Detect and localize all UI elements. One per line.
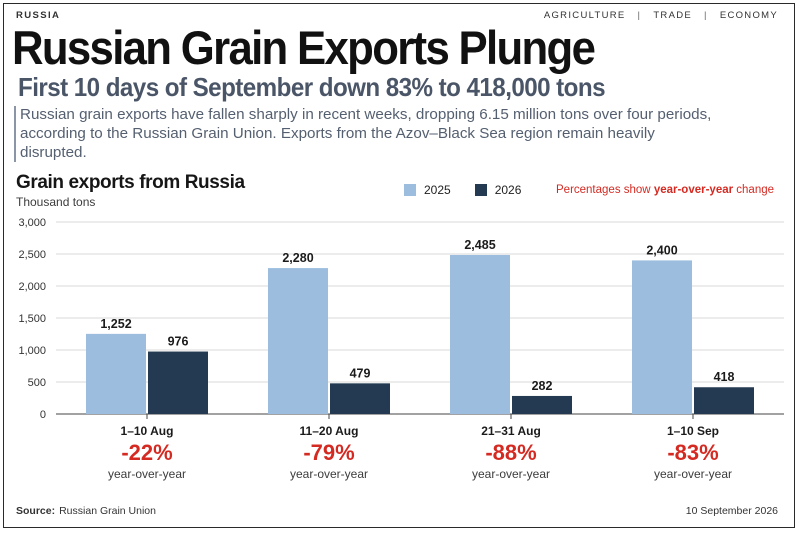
yoy-change-value: -22% xyxy=(121,440,172,465)
bar-2025 xyxy=(632,260,692,414)
yoy-change-value: -88% xyxy=(485,440,536,465)
lede-accent-bar xyxy=(14,106,16,162)
headline: Russian Grain Exports Plunge xyxy=(12,21,596,74)
nav-item-trade[interactable]: TRADE xyxy=(653,10,693,21)
y-tick-label: 2,500 xyxy=(18,249,46,261)
chart-title: Grain exports from Russia xyxy=(16,172,245,193)
source-label: Source: xyxy=(16,505,56,517)
bar-2025 xyxy=(86,333,146,414)
bar-2026 xyxy=(694,387,754,414)
y-tick-label: 1,000 xyxy=(18,345,46,357)
y-tick-label: 2,000 xyxy=(18,281,46,293)
lede-paragraph: Russian grain exports have fallen sharpl… xyxy=(20,106,712,161)
y-tick-label: 1,500 xyxy=(18,313,46,325)
top-nav: AGRICULTURE | TRADE | ECONOMY xyxy=(544,10,778,21)
data-label-2026: 418 xyxy=(714,370,735,384)
chart-unit-label: Thousand tons xyxy=(16,195,96,209)
yoy-change-caption: year-over-year xyxy=(290,467,368,481)
data-label-2025: 2,485 xyxy=(464,238,495,252)
legend-item-2025: 2025 xyxy=(404,183,451,197)
x-category-label: 11–20 Aug xyxy=(300,424,359,438)
data-label-2025: 1,252 xyxy=(100,317,131,331)
x-category-label: 1–10 Sep xyxy=(667,424,719,438)
section-kicker: RUSSIA xyxy=(16,10,61,21)
data-label-2026: 976 xyxy=(168,335,189,349)
data-label-2026: 282 xyxy=(532,379,553,393)
yoy-change-value: -83% xyxy=(667,440,718,465)
legend-item-2026: 2026 xyxy=(474,183,522,197)
note-emphasis: year-over-year xyxy=(653,184,734,196)
data-label-2025: 2,280 xyxy=(282,251,313,265)
subheadline: First 10 days of September down 83% to 4… xyxy=(18,72,606,102)
percentage-note: Percentages show year-over-year change xyxy=(556,184,774,196)
chart-legend: 2025 2026 xyxy=(404,183,545,197)
bar-2026 xyxy=(148,351,208,414)
legend-swatch-2025 xyxy=(404,184,416,196)
yoy-change-caption: year-over-year xyxy=(108,467,186,481)
y-tick-label: 0 xyxy=(40,409,46,421)
legend-label-2025: 2025 xyxy=(424,183,451,197)
bar-2026 xyxy=(512,395,572,414)
y-tick-label: 500 xyxy=(28,377,46,389)
legend-swatch-2026 xyxy=(474,184,487,196)
source-line: Source: Russian Grain Union xyxy=(16,505,156,517)
x-category-label: 1–10 Aug xyxy=(121,424,174,438)
note-suffix: change xyxy=(733,184,775,196)
page-frame xyxy=(3,3,795,528)
bar-chart: 0 500 1,000 1,500 2,000 2,500 3,000 1,252 976 1–1… xyxy=(18,217,784,481)
publish-date: 10 September 2026 xyxy=(685,505,778,517)
y-tick-label: 3,000 xyxy=(18,217,46,229)
note-prefix: Percentages show xyxy=(556,184,654,196)
nav-separator: | xyxy=(704,10,708,21)
yoy-change-value: -79% xyxy=(303,440,354,465)
nav-item-economy[interactable]: ECONOMY xyxy=(719,10,778,21)
nav-item-agriculture[interactable]: AGRICULTURE xyxy=(543,10,626,21)
data-label-2026: 479 xyxy=(350,366,371,380)
data-label-2025: 2,400 xyxy=(646,243,677,257)
x-category-label: 21–31 Aug xyxy=(481,424,541,438)
yoy-change-caption: year-over-year xyxy=(472,467,550,481)
bar-2025 xyxy=(450,254,510,414)
nav-separator: | xyxy=(637,10,642,21)
source-text: Russian Grain Union xyxy=(59,505,156,517)
legend-label-2026: 2026 xyxy=(494,183,522,197)
bar-2025 xyxy=(268,268,328,414)
bar-2026 xyxy=(330,383,390,414)
yoy-change-caption: year-over-year xyxy=(654,467,732,481)
